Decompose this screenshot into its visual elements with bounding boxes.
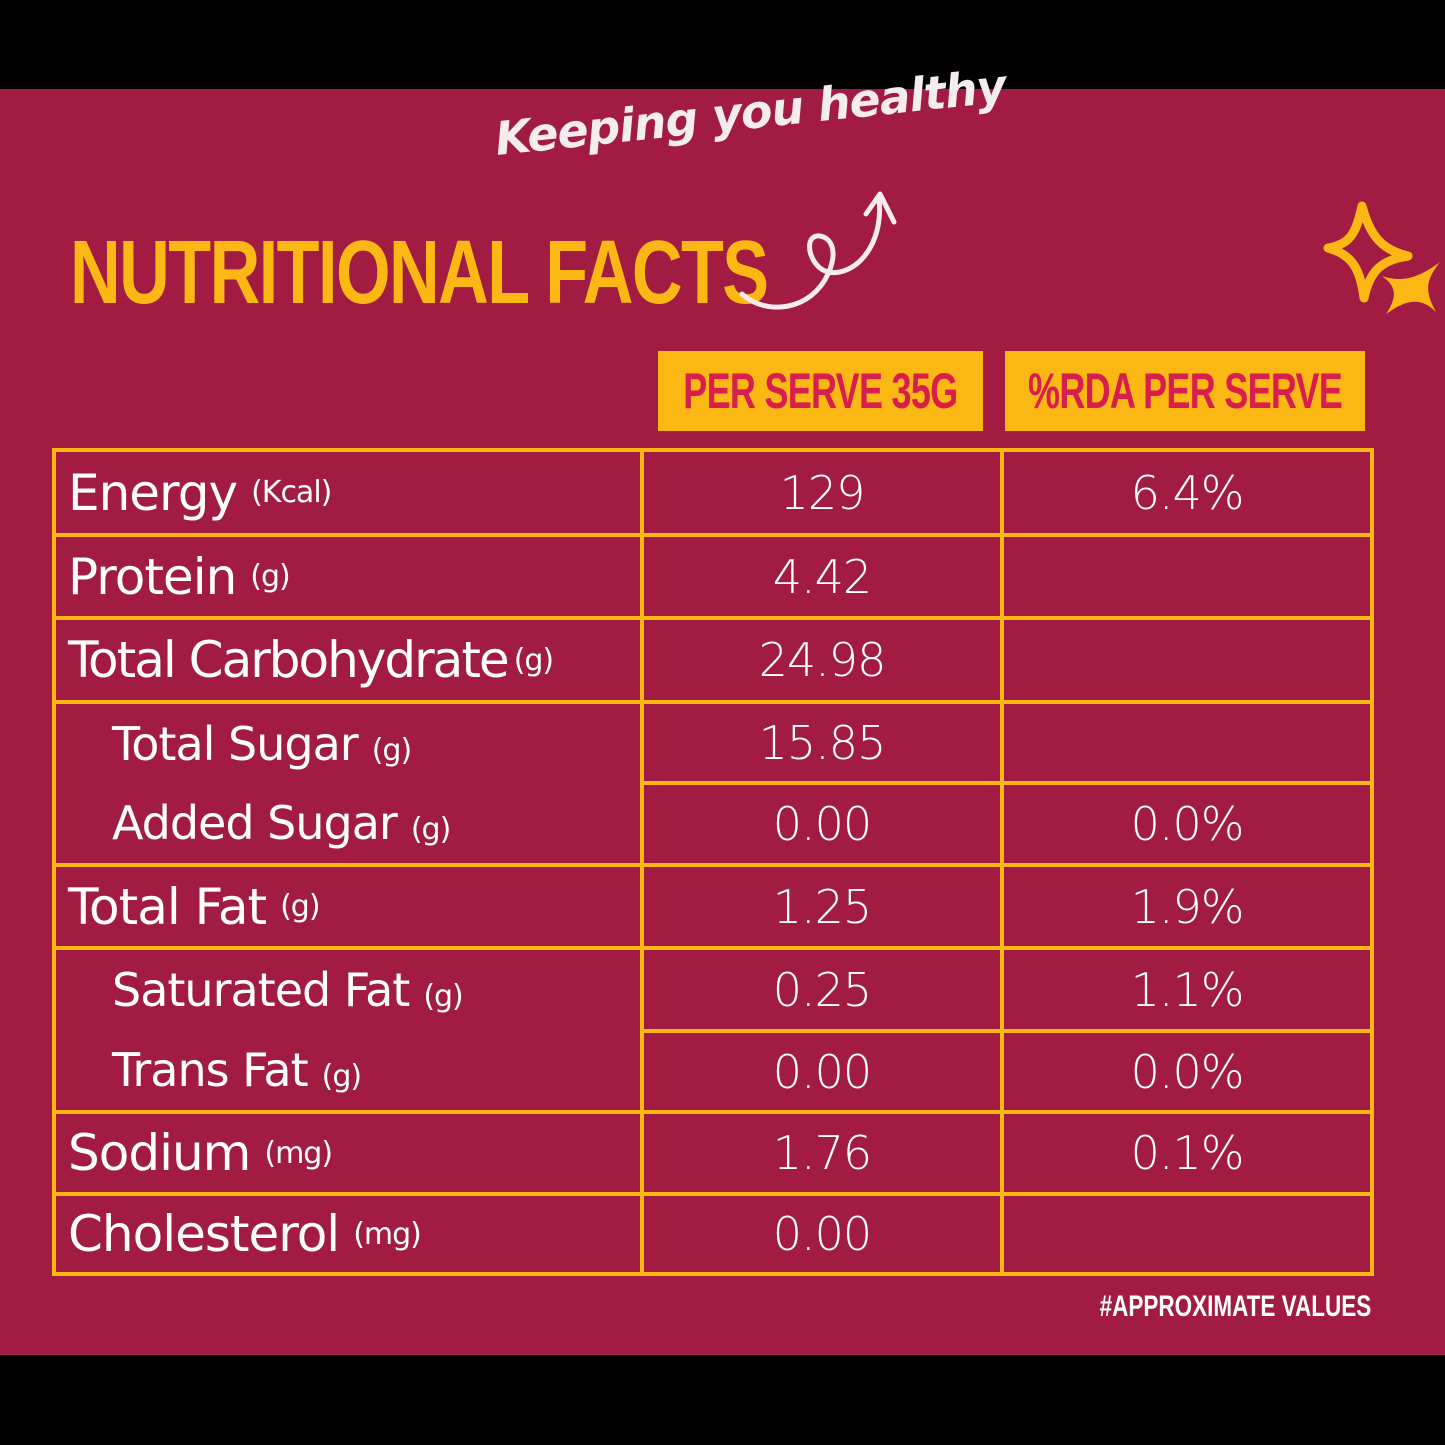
value-total-fat: 1.25	[640, 863, 1004, 950]
nutrient-unit: (g)	[513, 642, 554, 678]
value-saturated-fat: 0.25	[640, 946, 1004, 1033]
header-rda-label: %RDA PER SERVE	[1027, 363, 1343, 419]
nutrition-panel	[0, 89, 1445, 1355]
nutrient-name: Trans Fat	[112, 1043, 309, 1097]
curly-arrow-icon	[739, 191, 897, 310]
label-saturated-fat: Saturated Fat (g)	[112, 963, 464, 1017]
value-sodium: 1.76	[640, 1110, 1004, 1196]
rda-added-sugar: 0.0%	[1000, 781, 1374, 867]
page-title: NUTRITIONAL FACTS	[70, 223, 769, 323]
nutrient-name: Saturated Fat	[112, 963, 410, 1017]
label-trans-fat: Trans Fat (g)	[112, 1043, 362, 1097]
value-protein: 4.42	[640, 533, 1004, 620]
value-added-sugar: 0.00	[640, 781, 1004, 867]
row-label-total-fat: Total Fat (g)	[52, 863, 644, 950]
nutrient-unit: (mg)	[264, 1135, 333, 1171]
nutrient-name: Sodium	[68, 1124, 251, 1182]
value-energy: 129	[640, 448, 1004, 537]
nutrient-unit: (g)	[423, 979, 463, 1014]
nutrition-table: Energy (Kcal) 129 6.4% Protein (g) 4.42 To…	[52, 448, 1374, 1276]
rda-total-fat: 1.9%	[1000, 863, 1374, 950]
nutrient-unit: (Kcal)	[251, 475, 332, 510]
row-label-protein: Protein (g)	[52, 533, 644, 620]
nutrient-unit: (g)	[410, 812, 451, 848]
rda-sodium: 0.1%	[1000, 1110, 1374, 1196]
nutrient-name: Protein	[68, 547, 237, 606]
value-total-sugar: 15.85	[640, 700, 1004, 785]
rda-carbohydrate	[1000, 616, 1374, 704]
nutrient-name: Energy	[68, 463, 238, 522]
row-label-sugars: Total Sugar (g) Added Sugar (g)	[52, 700, 644, 867]
nutrient-unit: (g)	[280, 889, 320, 924]
nutrient-name: Total Fat	[68, 877, 267, 936]
row-label-cholesterol: Cholesterol (mg)	[52, 1192, 644, 1276]
rda-saturated-fat: 1.1%	[1000, 946, 1374, 1033]
value-trans-fat: 0.00	[640, 1029, 1004, 1114]
nutrient-name: Cholesterol	[68, 1205, 340, 1263]
header-per-serve-label: PER SERVE 35G	[683, 363, 958, 419]
sparkles-icon	[1323, 201, 1440, 314]
nutrient-unit: (g)	[321, 1059, 362, 1094]
nutrient-name: Total Sugar	[112, 716, 359, 771]
rda-total-sugar	[1000, 700, 1374, 785]
row-label-fats: Saturated Fat (g) Trans Fat (g)	[52, 946, 644, 1114]
row-label-sodium: Sodium (mg)	[52, 1110, 644, 1196]
nutrient-unit: (mg)	[353, 1216, 422, 1252]
row-label-energy: Energy (Kcal)	[52, 448, 644, 537]
nutrient-name: Added Sugar	[112, 796, 398, 851]
row-label-carbohydrate: Total Carbohydrate (g)	[52, 616, 644, 704]
rda-trans-fat: 0.0%	[1000, 1029, 1374, 1114]
header-per-serve: PER SERVE 35G	[658, 351, 983, 431]
header-rda: %RDA PER SERVE	[1005, 351, 1365, 431]
nutrient-unit: (g)	[371, 732, 412, 768]
label-added-sugar: Added Sugar (g)	[112, 796, 451, 851]
nutrient-name: Total Carbohydrate	[68, 631, 510, 689]
nutrient-unit: (g)	[250, 559, 290, 594]
footnote: #APPROXIMATE VALUES	[1099, 1290, 1371, 1323]
value-cholesterol: 0.00	[640, 1192, 1004, 1276]
rda-protein	[1000, 533, 1374, 620]
rda-cholesterol	[1000, 1192, 1374, 1276]
rda-energy: 6.4%	[1000, 448, 1374, 537]
label-total-sugar: Total Sugar (g)	[112, 716, 412, 771]
value-carbohydrate: 24.98	[640, 616, 1004, 704]
